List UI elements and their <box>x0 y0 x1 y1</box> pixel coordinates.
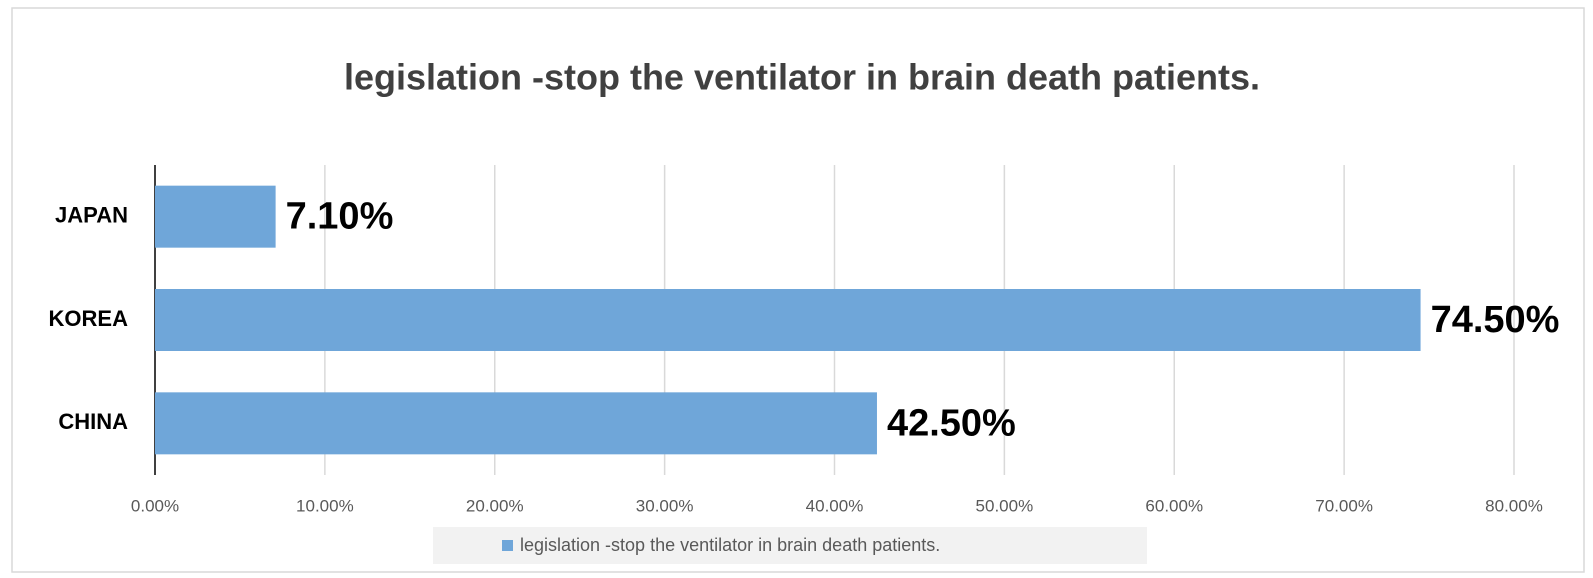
x-tick-label: 30.00% <box>636 496 694 515</box>
legend-marker <box>502 540 513 551</box>
x-tick-label: 70.00% <box>1315 496 1373 515</box>
bar <box>155 392 877 455</box>
y-tick-label: KOREA <box>49 306 129 331</box>
x-tick-label: 50.00% <box>976 496 1034 515</box>
x-tick-label: 10.00% <box>296 496 354 515</box>
bar <box>155 185 276 248</box>
data-label: 42.50% <box>887 402 1016 444</box>
data-label: 7.10% <box>286 196 394 238</box>
y-tick-label: CHINA <box>58 409 128 434</box>
x-tick-label: 0.00% <box>131 496 179 515</box>
x-tick-label: 80.00% <box>1485 496 1543 515</box>
chart-title: legislation -stop the ventilator in brai… <box>344 57 1260 98</box>
bar <box>155 289 1421 351</box>
y-tick-label: JAPAN <box>55 202 128 227</box>
legend-box <box>433 527 1147 564</box>
legend-label: legislation -stop the ventilator in brai… <box>520 535 940 555</box>
x-tick-label: 60.00% <box>1145 496 1203 515</box>
x-tick-label: 40.00% <box>806 496 864 515</box>
data-label: 74.50% <box>1431 299 1560 341</box>
x-tick-label: 20.00% <box>466 496 524 515</box>
